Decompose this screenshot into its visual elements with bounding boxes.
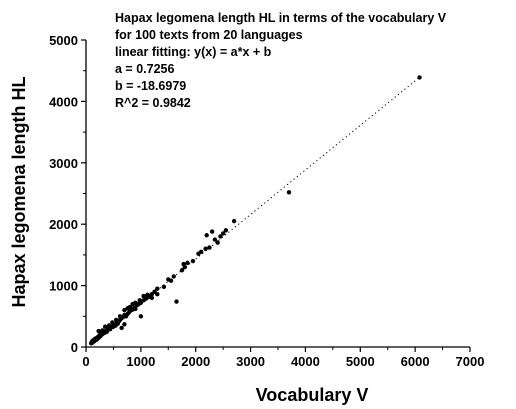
fit-line — [91, 75, 421, 345]
y-tick-label: 1000 — [49, 279, 78, 294]
data-point — [223, 228, 229, 233]
data-point — [155, 291, 160, 297]
data-point — [204, 233, 209, 238]
data-point — [138, 314, 144, 319]
y-axis-title: Hapax legomena length HL — [9, 76, 29, 307]
data-point — [117, 314, 123, 319]
data-point — [185, 260, 190, 266]
y-tick-label: 3000 — [49, 156, 78, 171]
data-point — [182, 264, 187, 270]
x-tick-label: 1000 — [126, 354, 155, 369]
data-point — [231, 218, 237, 224]
data-point — [103, 324, 108, 329]
data-point — [215, 240, 220, 245]
fit-layer — [91, 75, 421, 345]
data-point — [155, 286, 160, 291]
x-axis-title: Vocabulary V — [256, 385, 369, 405]
y-tick-label: 0 — [71, 340, 78, 355]
annotation-line-4: a = 0.7256 — [115, 62, 174, 76]
y-tick-label: 4000 — [49, 94, 78, 109]
data-point — [149, 295, 155, 301]
annotation-line-1: Hapax legomena length HL in terms of the… — [115, 11, 447, 25]
x-tick-label: 6000 — [401, 354, 430, 369]
data-point — [174, 299, 179, 304]
data-point — [106, 323, 112, 328]
data-point — [122, 307, 127, 313]
data-point — [286, 190, 292, 195]
data-point — [113, 317, 119, 323]
data-point — [171, 274, 176, 279]
data-point — [127, 304, 133, 310]
data-point — [110, 320, 115, 325]
x-tick-label: 3000 — [236, 354, 265, 369]
data-point — [220, 231, 226, 236]
data-point — [100, 328, 105, 333]
data-point — [417, 75, 422, 80]
x-tick-label: 2000 — [181, 354, 210, 369]
data-point — [145, 292, 150, 298]
data-point — [161, 284, 167, 290]
data-point — [209, 229, 215, 234]
data-point — [190, 258, 196, 264]
annotation-line-6: R^2 = 0.9842 — [115, 96, 191, 110]
data-point — [207, 245, 212, 250]
x-tick-label: 0 — [82, 354, 89, 369]
data-point — [133, 306, 138, 312]
annotation-line-3: linear fitting: y(x) = a*x + b — [115, 45, 272, 59]
x-tick-label: 4000 — [291, 354, 320, 369]
data-point — [218, 234, 223, 239]
data-point — [119, 325, 124, 331]
data-point — [212, 237, 218, 242]
y-tick-label: 2000 — [49, 217, 78, 232]
data-point — [203, 246, 208, 251]
data-point — [179, 268, 185, 273]
data-point — [122, 322, 127, 327]
data-point — [199, 249, 204, 255]
data-point — [137, 298, 142, 303]
x-tick-label: 7000 — [456, 354, 485, 369]
y-tick-label: 5000 — [49, 33, 78, 48]
data-point — [168, 278, 174, 283]
annotation-line-5: b = -18.6979 — [115, 79, 186, 93]
ticks: 0 1000 2000 3000 4000 5000 6000 7000 0 1000 2000 30… — [49, 33, 484, 369]
x-tick-label: 5000 — [346, 354, 375, 369]
annotation-line-2: for 100 texts from 20 languages — [115, 28, 303, 42]
data-points — [89, 75, 422, 346]
data-point — [133, 300, 138, 305]
data-point — [141, 293, 146, 299]
